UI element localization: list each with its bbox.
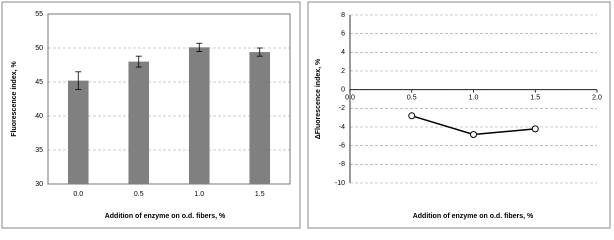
y-tick-label: -10 [335,180,345,187]
y-tick-label: 6 [341,31,345,38]
point [531,125,539,133]
y-axis-label: ΔFluorescence index, % [315,58,322,139]
figure: Addition of enzyme on o.d. fibers, % Flu… [1,1,611,229]
x-tick-label: 1.5 [255,191,265,198]
x-tick-label: 1.0 [194,191,204,198]
y-tick-label: -2 [339,105,345,112]
x-axis-label: Addition of enzyme on o.d. fibers, % [413,213,534,220]
point [470,130,477,138]
y-tick-label: 40 [35,113,43,120]
x-tick-label: 0.0 [73,191,83,198]
y-tick-label: 35 [35,147,43,154]
y-tick-label: 30 [35,181,43,188]
x-tick-label: 0.5 [407,95,417,102]
x-axis-label: Addition of enzyme on o.d. fibers, % [105,213,226,220]
y-tick-label: -4 [339,124,345,131]
point [408,112,416,120]
y-tick-label: -8 [339,161,345,168]
x-tick-label: 2.0 [592,95,602,102]
panel-frame [1,1,301,229]
bar [249,52,271,184]
x-tick-label: 1.0 [469,95,479,102]
y-tick-label: 2 [341,68,345,75]
y-axis-label: Fluorescence index, % [11,60,18,136]
plot-frame [47,13,291,185]
y-tick-label: 45 [35,79,43,86]
panel-frame [307,1,611,229]
x-tick-label: 1.5 [530,95,540,102]
y-tick-label: 4 [341,49,345,56]
x-tick-label: 0.0 [345,95,355,102]
y-tick-label: 50 [35,45,43,52]
x-tick-label: 0.5 [134,191,144,198]
y-tick-label: 0 [341,87,345,94]
bar [128,61,150,184]
y-tick-label: -6 [339,143,345,150]
y-tick-label: 55 [35,11,43,18]
y-tick-label: 8 [341,12,345,19]
bar [67,80,89,184]
bar [188,47,210,184]
